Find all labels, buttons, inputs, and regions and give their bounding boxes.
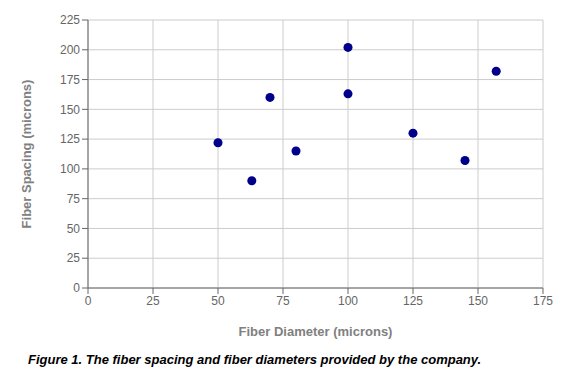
svg-text:50: 50 — [67, 222, 81, 236]
svg-text:175: 175 — [533, 294, 553, 308]
svg-text:0: 0 — [85, 294, 92, 308]
svg-text:200: 200 — [60, 43, 80, 57]
svg-text:25: 25 — [67, 251, 81, 265]
svg-text:Fiber Spacing (microns): Fiber Spacing (microns) — [19, 80, 34, 229]
svg-text:175: 175 — [60, 73, 80, 87]
svg-text:100: 100 — [60, 162, 80, 176]
html-text:Figure 1. The fiber spacing an: Figure 1. The fiber spacing and fiber di… — [28, 352, 482, 367]
svg-text:25: 25 — [146, 294, 160, 308]
svg-text:150: 150 — [60, 103, 80, 117]
svg-text:Fiber Diameter (microns): Fiber Diameter (microns) — [239, 324, 393, 339]
svg-text:75: 75 — [276, 294, 290, 308]
svg-text:225: 225 — [60, 13, 80, 27]
svg-text:75: 75 — [67, 192, 81, 206]
svg-text:150: 150 — [468, 294, 488, 308]
svg-text:125: 125 — [403, 294, 423, 308]
svg-text:0: 0 — [73, 281, 80, 295]
svg-text:50: 50 — [211, 294, 225, 308]
svg-text:125: 125 — [60, 132, 80, 146]
svg-text:100: 100 — [338, 294, 358, 308]
